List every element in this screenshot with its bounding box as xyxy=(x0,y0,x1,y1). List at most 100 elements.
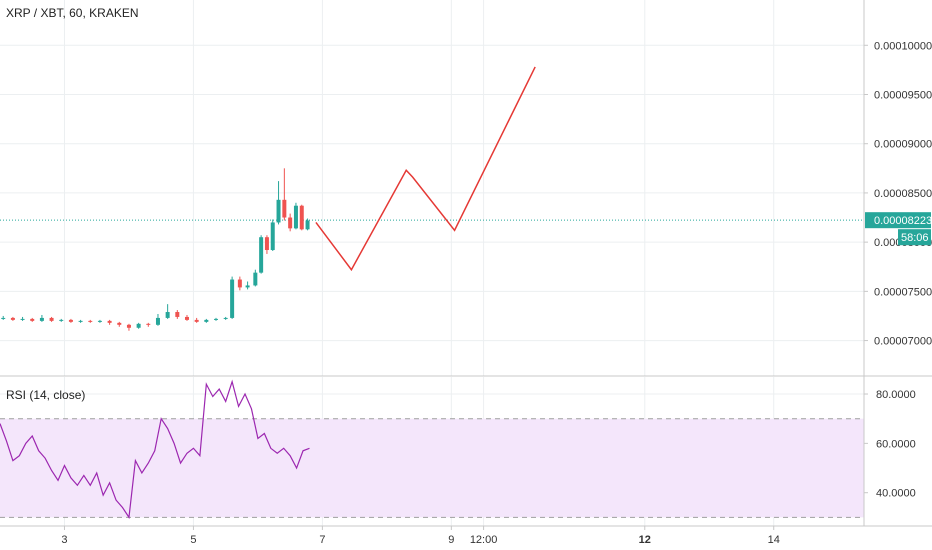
candle xyxy=(245,281,250,290)
rsi-axis-ticks: 80.0000 60.0000 40.0000 xyxy=(864,389,916,500)
price-tick-label: 0.00008500 xyxy=(874,188,932,200)
candle-body xyxy=(146,323,151,325)
candle xyxy=(30,317,35,322)
rsi-tick-label: 60.0000 xyxy=(876,438,916,450)
candle-body xyxy=(39,317,44,321)
candle-body xyxy=(288,217,293,229)
candle-body xyxy=(78,320,83,322)
candle xyxy=(175,310,180,319)
candle-body xyxy=(68,319,73,322)
countdown-badge-background xyxy=(898,229,931,246)
candle xyxy=(184,314,189,321)
candle-body xyxy=(276,199,281,223)
candle-body xyxy=(10,317,15,320)
candle-body xyxy=(253,272,258,286)
candle-body xyxy=(59,319,64,321)
price-tick-label: 0.00009000 xyxy=(874,139,932,151)
candle xyxy=(299,204,304,231)
candle xyxy=(204,318,209,323)
candle xyxy=(230,276,235,319)
candle-body xyxy=(230,279,235,318)
candle-body xyxy=(175,312,180,317)
candle-body xyxy=(299,205,304,230)
candle xyxy=(276,181,281,225)
candle xyxy=(97,319,102,323)
rsi-tick-label: 40.0000 xyxy=(876,488,916,500)
candle xyxy=(237,276,242,291)
candle-body xyxy=(204,319,209,322)
candle-body xyxy=(1,317,6,319)
candle-body xyxy=(20,318,25,320)
candle-body xyxy=(223,317,228,319)
time-tick-label: 14 xyxy=(768,534,780,546)
candle xyxy=(39,314,44,322)
candle-body xyxy=(126,324,131,328)
chart-title: XRP / XBT, 60, KRAKEN xyxy=(6,6,139,20)
time-tick-label: 3 xyxy=(61,534,67,546)
last-price-badge-background xyxy=(865,212,931,229)
candle xyxy=(214,317,218,321)
candle xyxy=(117,321,122,327)
last-price-label: 0.00008223 xyxy=(874,215,932,227)
time-tick-label: 12 xyxy=(639,534,651,546)
price-grid xyxy=(0,0,864,376)
time-tick-label: 7 xyxy=(319,534,325,546)
candle xyxy=(20,316,25,321)
price-tick-label: 0.00007500 xyxy=(874,286,932,298)
rsi-overbought-oversold-band xyxy=(0,418,864,518)
candles xyxy=(1,168,310,331)
countdown-badge: 58:06 xyxy=(898,229,931,246)
candle xyxy=(264,235,269,254)
candle xyxy=(282,168,287,221)
candle-body xyxy=(293,205,298,229)
candle xyxy=(288,213,293,232)
candle xyxy=(253,269,258,287)
candle-body xyxy=(97,320,102,322)
rsi-tick-label: 80.0000 xyxy=(876,389,916,401)
candle xyxy=(293,202,298,230)
candle xyxy=(223,316,228,320)
candle-body xyxy=(245,285,250,288)
time-tick-label: 9 xyxy=(448,534,454,546)
candle-body xyxy=(107,320,112,323)
candle-body xyxy=(136,323,141,328)
price-tick-label: 0.00009500 xyxy=(874,89,932,101)
time-tick-label: 12:00 xyxy=(470,534,498,546)
candle xyxy=(165,304,170,319)
candle xyxy=(68,318,73,323)
countdown-label: 58:06 xyxy=(901,232,929,244)
candle xyxy=(305,218,310,231)
candle-body xyxy=(88,320,93,322)
candle xyxy=(194,317,199,323)
time-tick-label: 5 xyxy=(190,534,196,546)
projection-line xyxy=(315,66,536,272)
candle-body xyxy=(259,237,264,273)
candle-body xyxy=(30,318,35,321)
time-axis-ticks: 3 5 7 9 12:00 12 14 xyxy=(61,526,780,546)
last-price-badge: 0.00008223 xyxy=(865,212,932,229)
candle xyxy=(49,316,54,322)
candle xyxy=(146,322,151,327)
candle-body xyxy=(214,318,218,320)
candle-body xyxy=(264,237,269,251)
candle xyxy=(78,319,83,323)
candle-body xyxy=(155,317,160,325)
candle-body xyxy=(237,279,242,288)
candle xyxy=(1,315,6,320)
candle xyxy=(136,322,141,329)
candle-body xyxy=(165,312,170,318)
candle xyxy=(270,219,275,251)
candle-body xyxy=(282,199,287,218)
candle-body xyxy=(194,319,199,322)
candle xyxy=(59,318,64,322)
candle xyxy=(88,319,93,323)
candle xyxy=(126,323,131,331)
candle xyxy=(259,235,264,274)
rsi-title: RSI (14, close) xyxy=(6,388,85,402)
candle xyxy=(10,316,15,321)
candle-body xyxy=(270,222,275,251)
rsi-line xyxy=(0,379,310,520)
price-tick-label: 0.00010000 xyxy=(874,40,932,52)
candle-body xyxy=(49,317,54,321)
